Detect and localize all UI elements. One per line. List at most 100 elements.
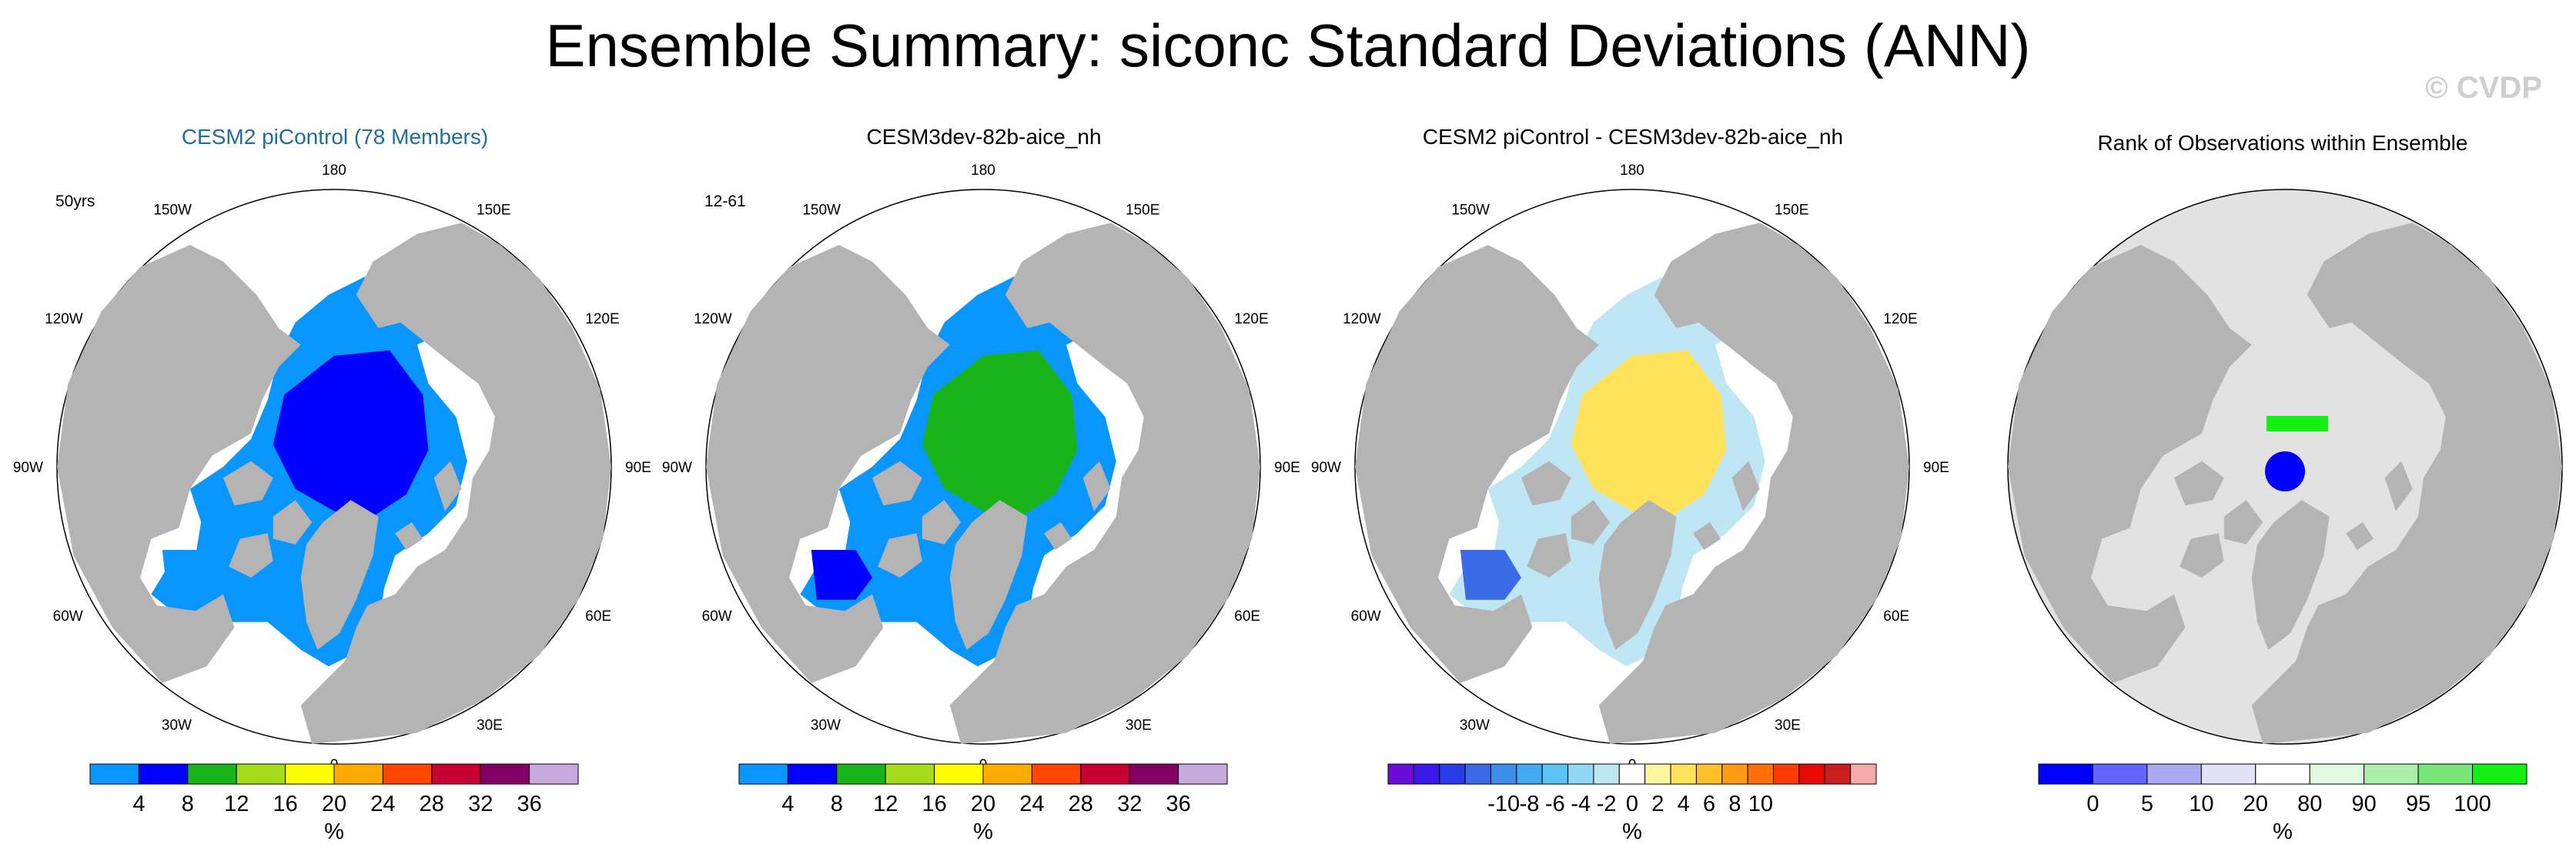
panel4-rank-patch-high — [2267, 416, 2328, 431]
panel3-hudson-bay-ice — [1460, 550, 1521, 600]
panel3-lon-label-150W: 150W — [1451, 203, 1490, 219]
panel1-colorbar-box-2 — [138, 763, 189, 785]
panel4-colorbar-box-2 — [2092, 763, 2148, 785]
panel3-colorbar-tick--8: -8 — [1520, 792, 1540, 816]
panel3-colorbar-box-6 — [1516, 763, 1543, 785]
panel3-land-4 — [1521, 461, 1571, 506]
panel2-lon-label-60E: 60E — [1234, 608, 1260, 625]
panel1-lon-label-150E: 150E — [477, 203, 510, 219]
panel2-colorbar-tick-36: 36 — [1166, 792, 1190, 816]
panel2-colorbar-box-5 — [934, 763, 984, 785]
panel1-land-7 — [395, 522, 423, 550]
panel3-land-2 — [1355, 245, 1599, 683]
panel3-colorbar-box-12 — [1670, 763, 1697, 785]
panel3-lon-label-60W: 60W — [1351, 608, 1381, 625]
panel1-lon-label-30W: 30W — [162, 717, 192, 733]
panel3-colorbar-box-7 — [1541, 763, 1569, 785]
panel2-colorbar-tick-28: 28 — [1069, 792, 1093, 816]
panel4-title: Rank of Observations within Ensemble — [2097, 131, 2468, 155]
panel2-colorbar-box-9 — [1129, 763, 1179, 785]
panel2-colorbar-tick-32: 32 — [1117, 792, 1142, 816]
panel1-colorbar-box-9 — [480, 763, 530, 785]
panel3-colorbar-box-14 — [1721, 763, 1748, 785]
panel1-colorbar-tick-8: 8 — [182, 792, 194, 816]
panel3-colorbar-box-4 — [1464, 763, 1491, 785]
panel4-land-7 — [2346, 522, 2374, 550]
panel2-colorbar-tick-8: 8 — [831, 792, 843, 816]
panel2-colorbar-tick-24: 24 — [1019, 792, 1044, 816]
panel4-colorbar-tick-80: 80 — [2297, 792, 2322, 816]
panel4-map — [2007, 189, 2563, 745]
panel1-lon-label-150W: 150W — [153, 203, 192, 219]
panel1-colorbar-box-6 — [333, 763, 383, 785]
panel1-land-6 — [229, 533, 273, 578]
panel4-colorbar-tick-5: 5 — [2141, 792, 2153, 816]
panel2-period-note: 12-61 — [704, 193, 746, 210]
panel4-colorbar-tick-10: 10 — [2189, 792, 2213, 816]
panel2-colorbar-box-10 — [1178, 763, 1228, 785]
panel3-lon-label-90W: 90W — [1311, 460, 1341, 476]
panel4-colorbar-box-4 — [2200, 763, 2257, 785]
panel3-colorbar-box-11 — [1644, 763, 1671, 785]
panel2-lon-label-90W: 90W — [662, 460, 692, 476]
panel2-land-5 — [922, 500, 962, 545]
panel1-hudson-bay-ice — [162, 550, 223, 600]
panel2-colorbar-box-3 — [836, 763, 886, 785]
panel2-land-4 — [872, 461, 922, 506]
panel1-colorbar-box-5 — [285, 763, 335, 785]
panel2-land-1 — [949, 223, 1260, 744]
panel3-colorbar-tick--6: -6 — [1545, 792, 1565, 816]
panel3-colorbar-box-16 — [1773, 763, 1800, 785]
panel1-ice-core — [273, 350, 429, 517]
panel2-colorbar-box-7 — [1031, 763, 1082, 785]
panel1-lon-label-60E: 60E — [585, 608, 611, 625]
panel2-land-6 — [878, 533, 922, 578]
panel1-title: CESM2 piControl (78 Members) — [181, 125, 489, 149]
panel2-colorbar-box-8 — [1080, 763, 1130, 785]
panel3-land-1 — [1598, 223, 1909, 744]
panel3-colorbar-box-13 — [1695, 763, 1723, 785]
panel4-colorbar-box-8 — [2417, 763, 2474, 785]
panel3-lon-label-120E: 120E — [1883, 311, 1917, 327]
panel1-colorbar: 4 8 12 16 20 24 28 32 36% — [89, 763, 579, 844]
panel4-colorbar-tick-100: 100 — [2454, 792, 2491, 816]
panel3-colorbar-tick--10: -10 — [1487, 792, 1520, 816]
panel1-lon-label-180: 180 — [322, 163, 346, 179]
panel3-colorbar-box-5 — [1490, 763, 1517, 785]
panel3-colorbar-box-3 — [1439, 763, 1466, 785]
panel2-lon-label-90E: 90E — [1274, 460, 1300, 476]
panel4-land-6 — [2180, 533, 2224, 578]
panel3-lon-label-90E: 90E — [1923, 460, 1949, 476]
cvdp-watermark: © CVDP — [2425, 71, 2542, 105]
panel4-colorbar-unit: % — [2273, 819, 2293, 844]
panel2-lon-label-30E: 30E — [1126, 717, 1152, 733]
panel1-map: 180150E120E90E60E30E030W60W90W120W150W — [13, 163, 651, 773]
panel1-period-note: 50yrs — [55, 193, 95, 210]
panel4-colorbar-box-5 — [2255, 763, 2310, 785]
panel1-colorbar-box-7 — [382, 763, 433, 785]
panel1-colorbar-tick-12: 12 — [224, 792, 249, 816]
panel2-lon-label-150E: 150E — [1126, 203, 1159, 219]
panel1-colorbar-tick-20: 20 — [322, 792, 346, 816]
panel3-colorbar-box-8 — [1567, 763, 1594, 785]
panel1-land-2 — [57, 245, 301, 683]
panel2-colorbar: 4 8 12 16 20 24 28 32 36% — [738, 763, 1228, 844]
panel3-land-3 — [1598, 500, 1677, 650]
panel4-colorbar-tick-20: 20 — [2243, 792, 2268, 816]
panel1-colorbar-box-8 — [431, 763, 481, 785]
panel2-colorbar-tick-12: 12 — [873, 792, 898, 816]
panel3-lon-label-120W: 120W — [1343, 311, 1381, 327]
panel2-colorbar-tick-16: 16 — [922, 792, 946, 816]
panel1-colorbar-tick-16: 16 — [273, 792, 297, 816]
panel3-lon-label-60E: 60E — [1883, 608, 1909, 625]
panel1-land-5 — [273, 500, 313, 545]
panel3-title: CESM2 piControl - CESM3dev-82b-aice_nh — [1422, 125, 1844, 149]
panel3-colorbar-tick-8: 8 — [1728, 792, 1741, 816]
panel1-colorbar-box-1 — [89, 763, 139, 785]
panel1-land-3 — [300, 500, 379, 650]
panel1-colorbar-box-10 — [529, 763, 579, 785]
panel3-colorbar-box-18 — [1824, 763, 1852, 785]
panel1-colorbar-tick-36: 36 — [517, 792, 541, 816]
panel1-colorbar-tick-28: 28 — [420, 792, 444, 816]
panel3-land-7 — [1693, 522, 1721, 550]
